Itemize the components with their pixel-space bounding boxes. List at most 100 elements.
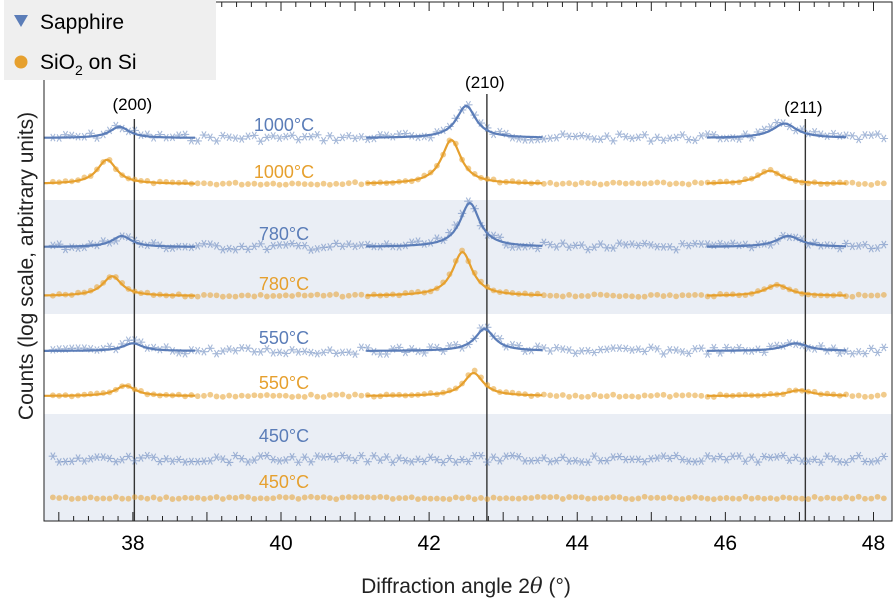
sio2-data-point — [698, 495, 705, 501]
sapphire-data-point — [684, 349, 693, 358]
fit-curve — [366, 372, 543, 397]
sio2-data-point — [597, 393, 604, 400]
sio2-data-point — [880, 495, 887, 502]
sio2-data-point — [849, 495, 856, 502]
sio2-data-point — [666, 181, 673, 188]
sio2-data-point — [207, 391, 214, 398]
sio2-data-point — [314, 181, 321, 188]
temperature-label: 550°C — [259, 373, 309, 393]
sio2-data-point — [352, 291, 358, 298]
sapphire-data-point — [281, 132, 291, 141]
sapphire-data-point — [659, 452, 668, 461]
sapphire-data-point — [785, 456, 794, 465]
sapphire-data-point — [564, 346, 574, 354]
sio2-data-point — [245, 494, 251, 501]
sapphire-data-point — [262, 344, 272, 353]
sio2-data-point — [654, 291, 661, 298]
sio2-data-point — [352, 179, 358, 186]
sapphire-data-point — [697, 344, 706, 353]
reference-label: (211) — [784, 98, 822, 117]
sapphire-data-point — [338, 133, 347, 142]
sio2-data-point — [603, 180, 610, 187]
sapphire-data-point — [212, 453, 221, 462]
sapphire-data-point — [552, 242, 561, 251]
sapphire-data-point — [357, 132, 366, 141]
sapphire-data-point — [558, 345, 567, 353]
sio2-data-point — [345, 180, 352, 187]
sapphire-data-point — [816, 458, 826, 467]
sapphire-data-point — [376, 456, 385, 465]
sio2-data-point — [238, 292, 245, 299]
sapphire-data-point — [275, 348, 284, 357]
sio2-data-point — [679, 392, 686, 399]
sapphire-data-point — [193, 457, 202, 466]
sio2-data-point — [717, 495, 724, 502]
sapphire-data-point — [294, 348, 303, 356]
sio2-data-point — [326, 181, 333, 188]
sapphire-data-point — [67, 457, 76, 466]
sapphire-data-point — [269, 455, 278, 464]
sio2-data-point — [553, 393, 560, 399]
sio2-data-point — [257, 181, 264, 188]
sio2-data-point — [339, 494, 346, 501]
sio2-legend-marker — [14, 55, 28, 69]
sio2-data-point — [603, 495, 610, 501]
sio2-data-point — [339, 293, 346, 300]
sapphire-data-point — [224, 133, 234, 142]
sapphire-data-point — [287, 239, 297, 248]
sapphire-data-point — [690, 136, 700, 145]
sapphire-data-point — [231, 134, 240, 143]
sapphire-data-point — [162, 454, 171, 463]
sapphire-data-point — [281, 241, 291, 249]
sapphire-data-point — [539, 134, 549, 143]
sio2-data-point — [698, 392, 705, 399]
legend-box — [4, 0, 216, 80]
temperature-label: 780°C — [259, 274, 309, 294]
sio2-data-point — [333, 391, 340, 398]
sio2-data-point — [289, 293, 296, 299]
sio2-data-point — [320, 292, 327, 299]
sapphire-data-point — [445, 454, 454, 463]
sio2-data-point — [333, 496, 340, 503]
x-tick-label: 48 — [862, 532, 885, 555]
sapphire-data-point — [306, 457, 316, 466]
sio2-data-point — [352, 494, 358, 501]
sio2-data-point — [855, 493, 862, 500]
sio2-data-point — [194, 293, 201, 300]
sapphire-data-point — [281, 349, 291, 358]
sio2-data-point — [679, 180, 686, 187]
fit-curve — [706, 389, 847, 397]
sio2-data-point — [163, 494, 170, 501]
sapphire-data-point — [590, 348, 599, 357]
sio2-data-point — [295, 495, 302, 502]
sio2-data-point — [106, 495, 113, 502]
sio2-data-point — [616, 393, 623, 400]
sapphire-data-point — [860, 349, 870, 358]
sapphire-data-point — [634, 345, 643, 354]
sio2-data-point — [843, 494, 849, 501]
sio2-data-point — [673, 495, 680, 502]
reference-lines — [133, 94, 807, 521]
sio2-data-point — [251, 180, 258, 187]
sapphire-data-point — [558, 130, 567, 139]
sio2-data-point — [264, 392, 270, 398]
sio2-data-point — [811, 494, 818, 500]
sapphire-data-point — [218, 131, 228, 140]
sio2-data-point — [654, 179, 661, 186]
sio2-data-point — [245, 393, 251, 400]
sio2-data-point — [654, 494, 661, 501]
sio2-data-point — [68, 496, 75, 502]
sio2-data-point — [591, 180, 598, 187]
sapphire-data-point — [382, 453, 391, 461]
fit-curve — [706, 122, 847, 139]
sapphire-data-point — [873, 348, 882, 357]
sio2-data-point — [301, 394, 308, 400]
fit-curve — [706, 283, 847, 297]
sapphire-data-point — [709, 454, 719, 463]
sapphire-data-point — [747, 453, 756, 462]
sio2-data-point — [547, 179, 554, 186]
sio2-data-point — [736, 495, 742, 502]
sio2-data-point — [572, 293, 579, 300]
sapphire-data-point — [608, 136, 618, 145]
sio2-data-point — [704, 495, 711, 502]
